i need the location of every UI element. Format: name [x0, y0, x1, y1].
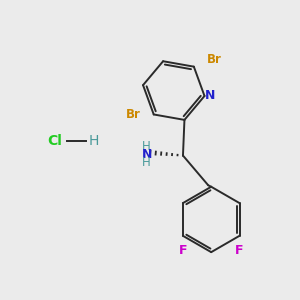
Text: N: N — [142, 148, 152, 160]
Text: H: H — [88, 134, 99, 148]
Text: Br: Br — [125, 108, 140, 121]
Text: F: F — [178, 244, 187, 257]
Text: H: H — [142, 156, 151, 169]
Text: H: H — [142, 140, 151, 152]
Text: Br: Br — [207, 53, 222, 66]
Text: F: F — [235, 244, 244, 257]
Text: N: N — [205, 89, 215, 103]
Text: Cl: Cl — [47, 134, 62, 148]
